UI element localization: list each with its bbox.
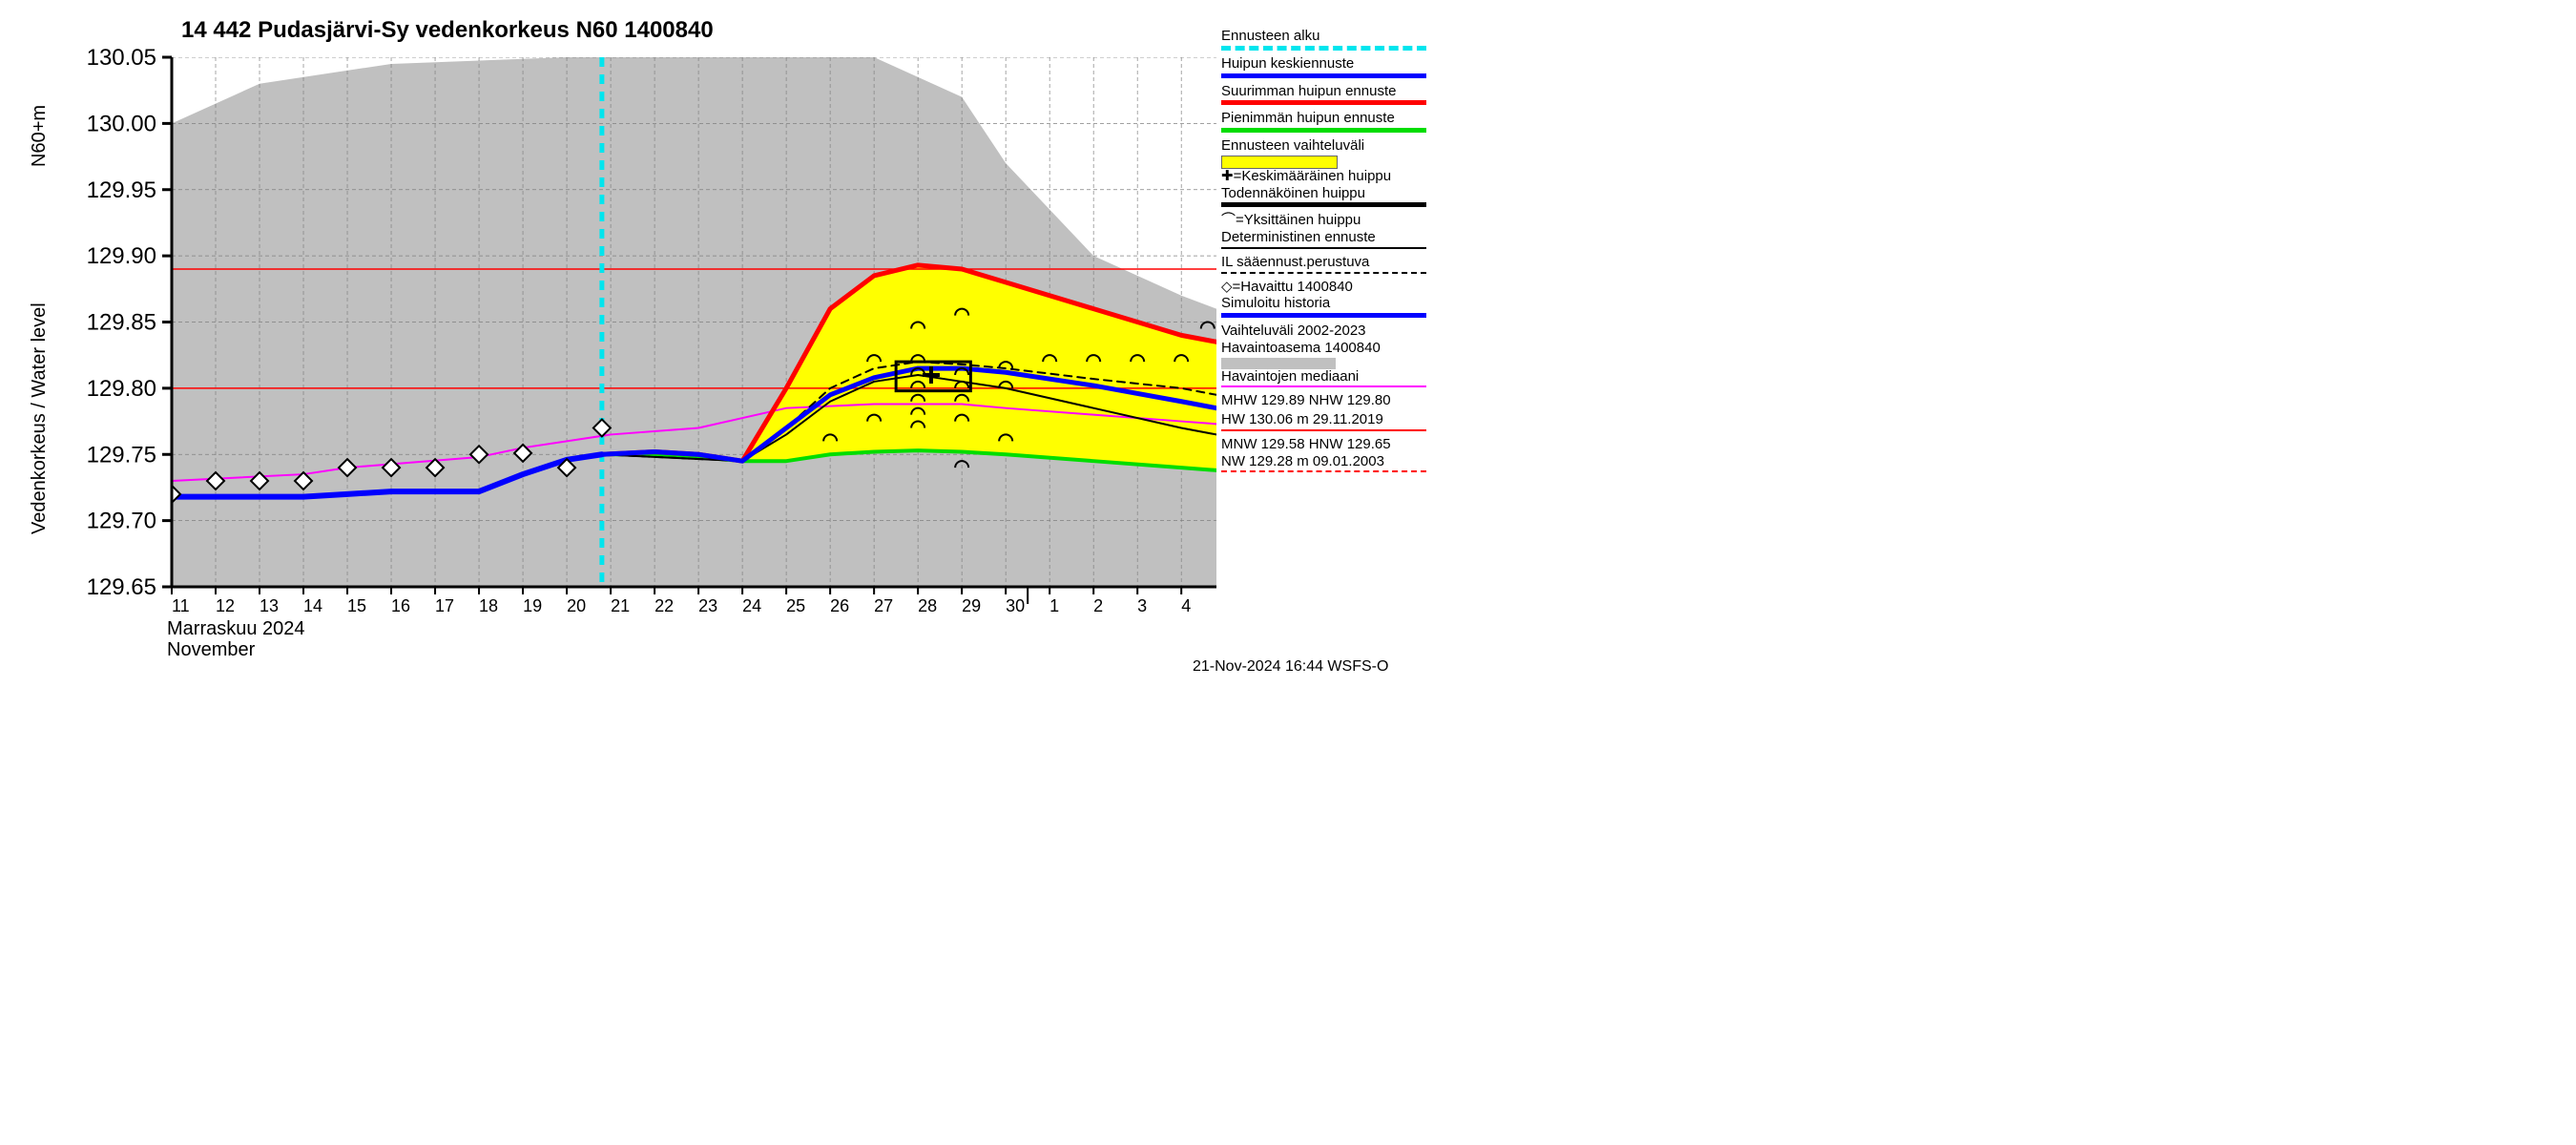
svg-text:129.70: 129.70	[87, 509, 156, 534]
svg-text:11: 11	[172, 596, 190, 615]
svg-text:November: November	[167, 639, 256, 660]
svg-text:Marraskuu 2024: Marraskuu 2024	[167, 618, 305, 639]
legend-item: Suurimman huipun ennuste	[1221, 84, 1426, 99]
svg-text:16: 16	[391, 596, 410, 615]
chart-svg: 129.65 129.70 129.75 129.80 129.85 129.90 129.…	[0, 0, 1431, 687]
svg-text:129.95: 129.95	[87, 177, 156, 203]
svg-text:27: 27	[874, 596, 893, 615]
legend-item: ⌒=Yksittäinen huippu	[1221, 213, 1426, 228]
legend-item: Todennäköinen huippu	[1221, 186, 1426, 201]
svg-text:28: 28	[918, 596, 937, 615]
svg-text:29: 29	[962, 596, 981, 615]
svg-text:22: 22	[654, 596, 674, 615]
svg-text:129.65: 129.65	[87, 574, 156, 600]
svg-text:129.75: 129.75	[87, 442, 156, 468]
legend-item: Simuloitu historia	[1221, 296, 1426, 311]
legend-item: ✚=Keskimääräinen huippu	[1221, 169, 1426, 184]
svg-text:17: 17	[435, 596, 454, 615]
svg-text:130.00: 130.00	[87, 111, 156, 136]
svg-text:129.85: 129.85	[87, 310, 156, 336]
svg-text:14: 14	[303, 596, 322, 615]
timestamp: 21-Nov-2024 16:44 WSFS-O	[1193, 658, 1388, 676]
legend-stat: MHW 129.89 NHW 129.80	[1221, 393, 1426, 408]
svg-text:21: 21	[611, 596, 630, 615]
legend: Ennusteen alku Huipun keskiennuste Suurimm…	[1221, 29, 1426, 478]
svg-text:26: 26	[830, 596, 849, 615]
svg-text:130.05: 130.05	[87, 45, 156, 71]
svg-text:129.80: 129.80	[87, 376, 156, 402]
svg-text:23: 23	[698, 596, 717, 615]
legend-item: Ennusteen vaihteluväli	[1221, 138, 1426, 154]
legend-item: Ennusteen alku	[1221, 29, 1426, 44]
legend-item: Huipun keskiennuste	[1221, 56, 1426, 72]
svg-text:15: 15	[347, 596, 366, 615]
svg-text:25: 25	[786, 596, 805, 615]
chart-title: 14 442 Pudasjärvi-Sy vedenkorkeus N60 14…	[181, 17, 714, 44]
legend-stat: NW 129.28 m 09.01.2003	[1221, 454, 1426, 469]
y-axis-label-main: Vedenkorkeus / Water level	[29, 302, 51, 534]
y-axis-label-top: N60+m	[29, 105, 51, 167]
svg-text:129.90: 129.90	[87, 243, 156, 269]
legend-item: IL sääennust.perustuva	[1221, 255, 1426, 270]
svg-text:13: 13	[260, 596, 279, 615]
legend-item: ◇=Havaittu 1400840	[1221, 280, 1426, 295]
svg-text:1: 1	[1049, 596, 1059, 615]
svg-text:19: 19	[523, 596, 542, 615]
legend-stat: HW 130.06 m 29.11.2019	[1221, 412, 1426, 427]
legend-item: Pienimmän huipun ennuste	[1221, 111, 1426, 126]
svg-text:12: 12	[216, 596, 235, 615]
legend-stat: MNW 129.58 HNW 129.65	[1221, 437, 1426, 452]
svg-text:2: 2	[1093, 596, 1103, 615]
svg-text:20: 20	[567, 596, 586, 615]
chart-container: 129.65 129.70 129.75 129.80 129.85 129.90 129.…	[0, 0, 1431, 687]
svg-text:18: 18	[479, 596, 498, 615]
svg-text:3: 3	[1137, 596, 1147, 615]
legend-item: Havaintoasema 1400840	[1221, 341, 1426, 356]
legend-item: Vaihteluväli 2002-2023	[1221, 323, 1426, 339]
legend-item: Deterministinen ennuste	[1221, 230, 1426, 245]
svg-text:30: 30	[1006, 596, 1025, 615]
svg-text:24: 24	[742, 596, 761, 615]
svg-text:4: 4	[1181, 596, 1191, 615]
legend-item: Havaintojen mediaani	[1221, 369, 1426, 385]
